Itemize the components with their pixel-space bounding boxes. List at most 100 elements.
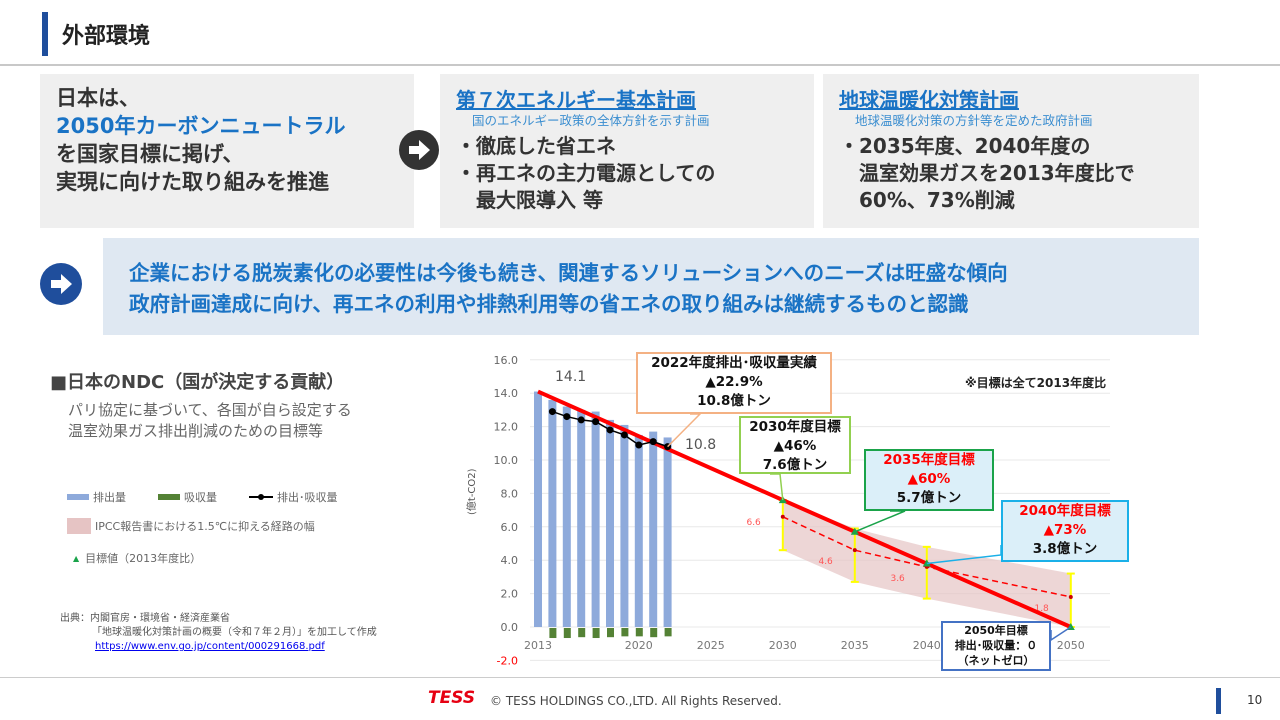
- ipcc-mid-label: 4.6: [818, 557, 833, 567]
- box1-highlight: 2050年カーボンニュートラル: [56, 114, 346, 138]
- callout-text: 5.7億トン: [896, 490, 962, 506]
- x-tick-label: 2013: [524, 639, 552, 652]
- energy-plan-link[interactable]: 第７次エネルギー基本計画: [456, 88, 696, 112]
- y-tick-label: 4.0: [501, 554, 519, 567]
- legend-swatch-emission: [67, 494, 89, 500]
- plan-item: ・徹底した省エネ: [456, 134, 616, 158]
- callout-text: 2030年度目標: [749, 419, 841, 435]
- emission-bar: [634, 434, 643, 627]
- message-line: 企業における脱炭素化の必要性は今後も続き、関連するソリューションへのニーズは旺盛…: [129, 261, 1008, 285]
- net-point: [620, 431, 628, 439]
- chart-note: ※目標は全て2013年度比: [965, 376, 1107, 390]
- ndc-desc-line: パリ協定に基づいて、各国が自ら設定する: [68, 401, 352, 419]
- ipcc-mid-label: 1.8: [1034, 604, 1049, 614]
- callout-pointer: [1050, 626, 1072, 642]
- legend-triangle-icon: ▲: [73, 553, 80, 563]
- callout-text: ▲60%: [907, 471, 951, 487]
- absorption-bar: [635, 628, 643, 637]
- callout-text: 3.8億トン: [1032, 541, 1098, 557]
- warming-plan-box: 地球温暖化対策計画 地球温暖化対策の方針等を定めた政府計画 ・2035年度、20…: [823, 74, 1199, 228]
- callout-text: 2035年度目標: [883, 452, 975, 468]
- source-link[interactable]: https://www.env.go.jp/content/000291668.…: [95, 641, 325, 652]
- x-tick-label: 2025: [697, 639, 725, 652]
- emission-bar: [591, 411, 600, 627]
- net-point: [635, 441, 643, 449]
- message-line: 政府計画達成に向け、再エネの利用や排熱利用等の省エネの取り組みは継続するものと認…: [129, 292, 969, 316]
- net-point: [649, 438, 657, 446]
- plan-item: ・再エネの主力電源としての: [456, 161, 716, 185]
- callout-pointer: [854, 510, 906, 533]
- net-point: [563, 413, 571, 421]
- chart-legend: 排出量 吸収量 排出･吸収量 IPCC報告書における1.5℃に抑える経路の幅 ▲…: [67, 490, 467, 566]
- callout-2022: 2022年度排出･吸収量実績 ▲22.9% 10.8億トン: [636, 352, 832, 414]
- source-line: 出典：内閣官房・環境省・経済産業省: [60, 613, 230, 624]
- ipcc-mid-label: 3.6: [890, 574, 905, 584]
- callout-text: 2050年目標: [964, 624, 1028, 637]
- page-title: 外部環境: [62, 24, 151, 49]
- callout-text: 2040年度目標: [1019, 503, 1111, 519]
- japan-goal-box: 日本は、 2050年カーボンニュートラル を国家目標に掲げ、 実現に向けた取り組…: [40, 74, 414, 228]
- y-tick-label: 10.0: [494, 454, 519, 467]
- emission-bar: [663, 437, 672, 627]
- callout-2040: 2040年度目標 ▲73% 3.8億トン: [1001, 500, 1129, 562]
- ndc-title: ■日本のNDC（国が決定する貢献）: [50, 372, 345, 393]
- net-point: [592, 418, 600, 426]
- title-accent-bar: [42, 12, 48, 56]
- y-axis-label: (億t-CO2): [467, 468, 478, 515]
- emission-bar: [606, 419, 614, 627]
- absorption-bar: [563, 628, 571, 639]
- emission-bar: [534, 391, 542, 627]
- net-point: [577, 416, 585, 424]
- emission-bar: [562, 406, 571, 627]
- arrow-right-icon: [40, 263, 82, 305]
- plan-item: 60%、73%削減: [839, 188, 1015, 212]
- box1-line: 日本は、: [56, 86, 140, 110]
- ndc-description: パリ協定に基づいて、各国が自ら設定する 温室効果ガス排出削減のための目標等: [68, 400, 352, 442]
- legend-target: 目標値（2013年度比）: [85, 552, 202, 565]
- callout-2035: 2035年度目標 ▲60% 5.7億トン: [864, 449, 994, 511]
- warming-plan-subtitle: 地球温暖化対策の方針等を定めた政府計画: [855, 113, 1093, 128]
- ipcc-mid-label: 6.6: [746, 518, 761, 528]
- energy-plan-subtitle: 国のエネルギー政策の全体方針を示す計画: [472, 113, 710, 128]
- y-tick-label: 0.0: [501, 621, 519, 634]
- conclusion-message: 企業における脱炭素化の必要性は今後も続き、関連するソリューションへのニーズは旺盛…: [103, 238, 1199, 335]
- copyright: © TESS HOLDINGS CO.,LTD. All Rights Rese…: [490, 694, 782, 708]
- absorption-bar: [621, 628, 629, 637]
- net-point: [548, 408, 556, 416]
- energy-plan-box: 第７次エネルギー基本計画 国のエネルギー政策の全体方針を示す計画 ・徹底した省エ…: [440, 74, 814, 228]
- x-tick-label: 2050: [1057, 639, 1085, 652]
- x-tick-label: 2035: [841, 639, 869, 652]
- callout-text: 10.8億トン: [697, 393, 771, 409]
- legend-net: 排出･吸収量: [277, 491, 338, 504]
- tess-logo: TESS: [428, 688, 476, 708]
- legend-swatch-ipcc: [67, 518, 91, 534]
- x-tick-label: 2030: [769, 639, 797, 652]
- x-tick-label: 2040: [913, 639, 941, 652]
- net-point: [606, 426, 614, 434]
- ipcc-mid-point: [1068, 594, 1073, 599]
- page-number: 10: [1247, 693, 1263, 707]
- absorption-bar: [549, 628, 557, 639]
- plan-item: 最大限導入 等: [456, 188, 603, 212]
- callout-text: ▲73%: [1043, 522, 1087, 538]
- emission-bar: [577, 409, 586, 627]
- ndc-desc-line: 温室効果ガス排出削減のための目標等: [68, 422, 324, 440]
- box1-line: 実現に向けた取り組みを推進: [56, 170, 329, 194]
- legend-emission: 排出量: [93, 491, 126, 504]
- emission-bar: [548, 399, 557, 627]
- page-number-bar: [1216, 688, 1221, 714]
- box1-line: を国家目標に掲げ、: [56, 142, 244, 166]
- callout-2030: 2030年度目標 ▲46% 7.6億トン: [739, 416, 851, 474]
- ipcc-mid-point: [780, 514, 785, 519]
- emission-bar: [620, 424, 629, 627]
- callout-text: （ネットゼロ）: [957, 654, 1035, 667]
- legend-swatch-net: [249, 494, 273, 500]
- legend-swatch-absorption: [158, 494, 180, 500]
- legend-absorption: 吸収量: [184, 491, 217, 504]
- absorption-bar: [664, 628, 672, 637]
- callout-text: ▲46%: [773, 438, 817, 454]
- plan-item: ・2035年度、2040年度の: [839, 134, 1091, 158]
- warming-plan-link[interactable]: 地球温暖化対策計画: [839, 88, 1019, 112]
- ipcc-mid-point: [852, 548, 857, 553]
